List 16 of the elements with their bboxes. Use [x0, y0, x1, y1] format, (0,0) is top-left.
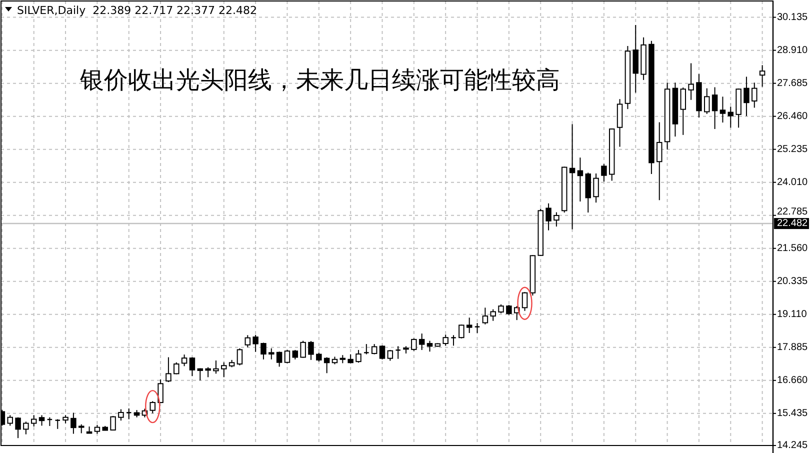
y-tick-label: 20.335: [777, 276, 808, 287]
y-tick-label: 15.435: [777, 408, 808, 419]
y-tick-label: 16.660: [777, 374, 808, 386]
y-tick-label: 24.010: [777, 176, 808, 188]
y-tick-label: 17.885: [777, 342, 808, 353]
y-tick-label: 25.235: [777, 144, 808, 155]
text: 银价收出光头阳线，未来几日续涨可能性较高: [79, 66, 560, 94]
y-tick-label: 27.685: [777, 78, 808, 89]
y-tick-label: 21.560: [777, 242, 808, 254]
y-tick-label: 30.135: [777, 12, 808, 23]
y-tick-label: 14.245: [777, 440, 808, 451]
y-tick-label: 19.110: [777, 308, 808, 320]
y-tick-label: 22.785: [777, 206, 808, 218]
y-tick-label: 26.460: [777, 110, 808, 122]
chart-subtitle: SILVER,Daily 22.389 22.717 22.377 22.482: [17, 4, 258, 17]
y-tick-label: 28.910: [777, 44, 808, 56]
